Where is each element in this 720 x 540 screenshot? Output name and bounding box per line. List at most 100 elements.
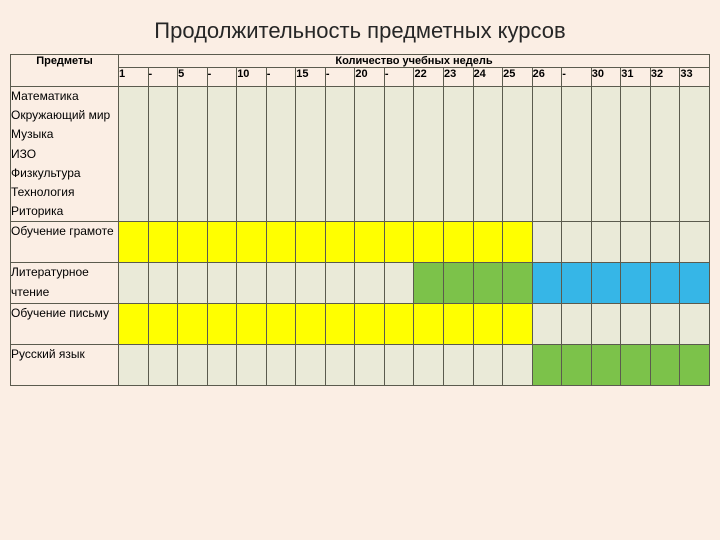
- cell: [650, 222, 680, 263]
- week-col-14: 26: [532, 68, 562, 87]
- cell: [266, 87, 296, 222]
- cell: [473, 222, 503, 263]
- cell: [325, 222, 355, 263]
- table-row: Обучение грамоте: [11, 222, 710, 263]
- cell: [237, 222, 267, 263]
- cell: [266, 222, 296, 263]
- cell: [207, 222, 237, 263]
- cell: [296, 304, 326, 345]
- cell: [325, 345, 355, 386]
- table-head: Предметы Количество учебных недель 1-5-1…: [11, 55, 710, 87]
- cell: [355, 304, 385, 345]
- cell: [444, 345, 474, 386]
- week-col-1: -: [148, 68, 178, 87]
- subject-label: МатематикаОкружающий мирМузыкаИЗОФизкуль…: [11, 87, 119, 222]
- cell: [650, 263, 680, 304]
- header-weeks: Количество учебных недель: [119, 55, 710, 68]
- cell: [473, 304, 503, 345]
- cell: [384, 304, 414, 345]
- subject-label: Обучение письму: [11, 304, 119, 345]
- cell: [562, 345, 592, 386]
- cell: [591, 263, 621, 304]
- cell: [237, 263, 267, 304]
- cell: [266, 345, 296, 386]
- cell: [414, 263, 444, 304]
- week-col-19: 33: [680, 68, 710, 87]
- cell: [207, 87, 237, 222]
- cell: [296, 222, 326, 263]
- cell: [296, 263, 326, 304]
- cell: [503, 304, 533, 345]
- subject-label: Русский язык: [11, 345, 119, 386]
- cell: [680, 263, 710, 304]
- cell: [237, 304, 267, 345]
- week-col-2: 5: [178, 68, 208, 87]
- course-duration-table: Предметы Количество учебных недель 1-5-1…: [10, 54, 710, 386]
- header-subjects: Предметы: [11, 55, 119, 87]
- cell: [148, 87, 178, 222]
- week-col-9: -: [384, 68, 414, 87]
- cell: [355, 345, 385, 386]
- cell: [532, 87, 562, 222]
- cell: [414, 222, 444, 263]
- cell: [532, 222, 562, 263]
- week-col-12: 24: [473, 68, 503, 87]
- cell: [119, 263, 149, 304]
- cell: [621, 222, 651, 263]
- week-col-5: -: [266, 68, 296, 87]
- week-col-4: 10: [237, 68, 267, 87]
- cell: [532, 263, 562, 304]
- week-col-10: 22: [414, 68, 444, 87]
- week-col-11: 23: [444, 68, 474, 87]
- cell: [562, 263, 592, 304]
- cell: [444, 304, 474, 345]
- cell: [621, 263, 651, 304]
- cell: [119, 87, 149, 222]
- table-body: МатематикаОкружающий мирМузыкаИЗОФизкуль…: [11, 87, 710, 386]
- table-row: Обучение письму: [11, 304, 710, 345]
- cell: [119, 304, 149, 345]
- cell: [503, 222, 533, 263]
- cell: [355, 87, 385, 222]
- cell: [148, 304, 178, 345]
- cell: [325, 304, 355, 345]
- cell: [680, 222, 710, 263]
- cell: [178, 263, 208, 304]
- cell: [178, 345, 208, 386]
- cell: [621, 345, 651, 386]
- page-title: Продолжительность предметных курсов: [10, 18, 710, 44]
- cell: [532, 345, 562, 386]
- cell: [650, 304, 680, 345]
- cell: [296, 345, 326, 386]
- cell: [562, 87, 592, 222]
- cell: [503, 345, 533, 386]
- week-col-13: 25: [503, 68, 533, 87]
- cell: [148, 222, 178, 263]
- cell: [591, 87, 621, 222]
- cell: [119, 222, 149, 263]
- cell: [266, 304, 296, 345]
- cell: [621, 304, 651, 345]
- cell: [325, 263, 355, 304]
- cell: [414, 345, 444, 386]
- cell: [680, 345, 710, 386]
- cell: [384, 87, 414, 222]
- cell: [444, 263, 474, 304]
- cell: [384, 345, 414, 386]
- cell: [562, 222, 592, 263]
- table-row: МатематикаОкружающий мирМузыкаИЗОФизкуль…: [11, 87, 710, 222]
- cell: [207, 263, 237, 304]
- cell: [591, 304, 621, 345]
- week-col-6: 15: [296, 68, 326, 87]
- cell: [237, 345, 267, 386]
- cell: [384, 222, 414, 263]
- cell: [414, 87, 444, 222]
- cell: [266, 263, 296, 304]
- cell: [473, 345, 503, 386]
- cell: [414, 304, 444, 345]
- cell: [148, 263, 178, 304]
- week-col-0: 1: [119, 68, 149, 87]
- cell: [680, 304, 710, 345]
- week-col-3: -: [207, 68, 237, 87]
- week-col-16: 30: [591, 68, 621, 87]
